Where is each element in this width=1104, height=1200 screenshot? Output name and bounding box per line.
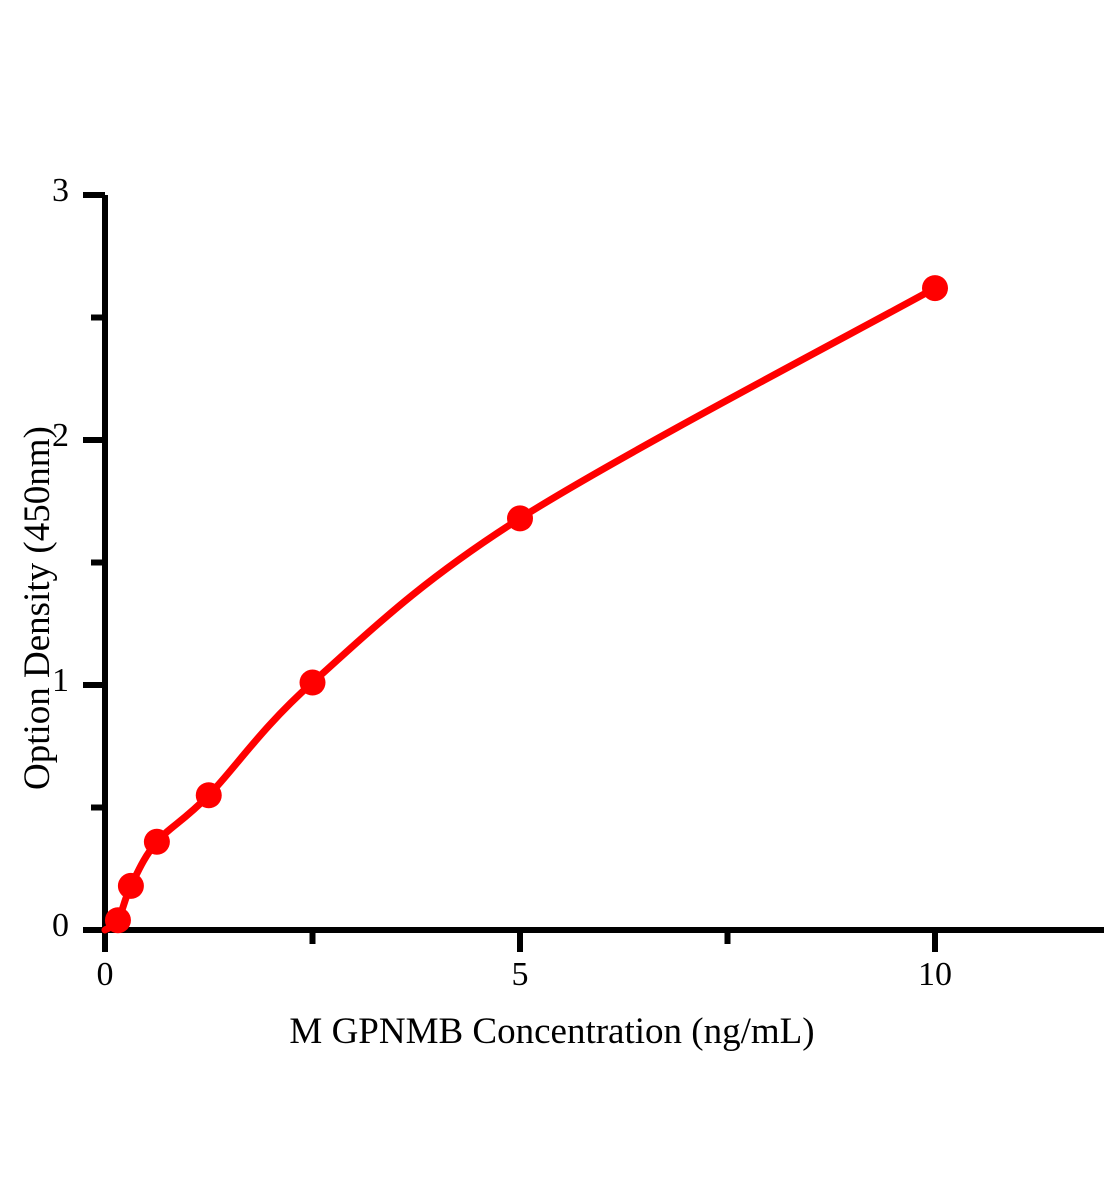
data-point-marker bbox=[922, 275, 948, 302]
x-axis-title: M GPNMB Concentration (ng/mL) bbox=[289, 1011, 815, 1052]
y-tick-label: 3 bbox=[52, 172, 69, 209]
y-tick-label: 2 bbox=[52, 417, 69, 454]
x-tick-label: 0 bbox=[96, 956, 114, 993]
x-tick-label: 10 bbox=[918, 956, 952, 993]
y-axis-ticks bbox=[83, 192, 105, 933]
y-tick-label: 0 bbox=[52, 907, 69, 944]
data-point-marker bbox=[507, 505, 533, 532]
y-tick-label: 1 bbox=[52, 662, 69, 699]
data-point-marker bbox=[143, 828, 170, 855]
series-curve-line bbox=[101, 284, 939, 934]
data-point-marker bbox=[195, 782, 222, 809]
y-axis-title: Option Density (450nm) bbox=[17, 426, 58, 790]
data-point-marker bbox=[117, 872, 144, 899]
x-tick-label: 5 bbox=[511, 956, 529, 993]
series-data-markers bbox=[104, 275, 948, 934]
data-point-marker bbox=[104, 907, 131, 934]
data-point-marker bbox=[299, 669, 326, 696]
x-axis-ticks bbox=[102, 930, 938, 952]
